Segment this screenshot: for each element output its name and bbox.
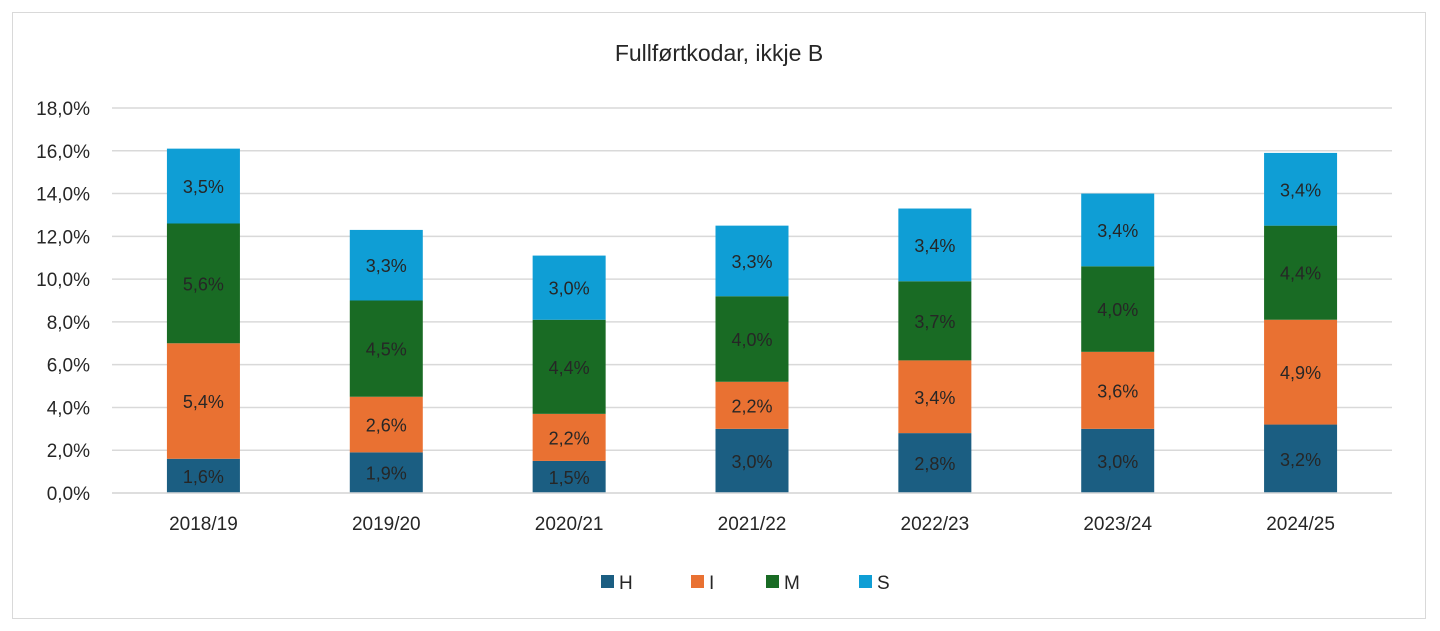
y-axis: 0,0% 2,0% 4,0% 6,0% 8,0% 10,0% 12,0% 14,0% 16,0%… [36,99,90,505]
data-label: 3,4% [914,388,955,408]
data-label: 3,0% [549,279,590,299]
y-tick-label: 16,0% [36,142,90,163]
y-tick-label: 0,0% [47,484,90,505]
legend-item-h: H [601,573,633,594]
data-label: 3,7% [914,312,955,332]
bar-segment-i [349,396,423,453]
data-label: 3,3% [731,252,772,272]
bar-segment-i [1081,351,1155,429]
bar-segment-i [1264,319,1338,425]
x-tick-label: 2018/19 [169,514,238,535]
x-axis: 2018/19 2019/20 2020/21 2021/22 2022/23 2023/… [112,492,1392,535]
x-tick-label: 2022/23 [901,514,970,535]
data-label: 3,3% [366,256,407,276]
y-tick-label: 12,0% [36,227,90,248]
legend-swatch [691,575,704,588]
data-label: 4,5% [366,340,407,360]
y-tick-label: 2,0% [47,441,90,462]
bar-segment-s [1264,152,1338,226]
legend-label: I [709,573,714,594]
legend-swatch [859,575,872,588]
bar-segment-i [715,381,789,429]
data-label: 4,4% [1280,264,1321,284]
bar-segment-i [166,343,240,459]
bar-segment-s [1081,193,1155,267]
bar-segment-s [898,208,972,282]
data-label: 3,5% [183,177,224,197]
bar-segment-s [349,229,423,301]
bar-segment-h [715,428,789,493]
y-tick-label: 4,0% [47,398,90,419]
bar-segment-m [166,223,240,344]
bar-segment-m [349,300,423,397]
x-tick-label: 2023/24 [1083,514,1152,535]
data-label: 2,2% [549,428,590,448]
bar-segment-i [532,413,606,461]
data-label: 3,4% [914,236,955,256]
bar-segment-s [166,148,240,224]
bar-segment-h [1264,424,1338,493]
bar-segment-m [898,281,972,361]
data-label: 4,9% [1280,363,1321,383]
bar-segment-m [1264,225,1338,320]
bar-segment-i [898,360,972,434]
data-label: 5,6% [183,274,224,294]
data-labels: 1,6% 5,4% 5,6% 3,5% 1,9% 2,6% 4,5% 3,3% 1,5% 2,2%… [183,177,1321,488]
legend-label: H [619,573,633,594]
legend-swatch [766,575,779,588]
bar-segment-m [532,319,606,414]
x-tick-label: 2024/25 [1266,514,1335,535]
data-label: 1,6% [183,467,224,487]
data-label: 1,5% [549,468,590,488]
data-label: 1,9% [366,464,407,484]
data-label: 2,8% [914,454,955,474]
data-label: 3,0% [1097,452,1138,472]
y-tick-label: 14,0% [36,185,90,206]
bar-segment-h [532,460,606,493]
data-label: 3,0% [731,452,772,472]
data-label: 3,6% [1097,381,1138,401]
y-tick-label: 10,0% [36,270,90,291]
data-label: 3,2% [1280,450,1321,470]
legend-label: S [877,573,890,594]
legend-item-s: S [859,573,890,594]
bar-segment-s [532,255,606,320]
x-tick-label: 2019/20 [352,514,421,535]
data-label: 5,4% [183,392,224,412]
x-tick-label: 2021/22 [718,514,787,535]
data-label: 3,4% [1097,221,1138,241]
bars [166,148,1338,493]
bar-segment-s [715,225,789,297]
bar-segment-h [1081,428,1155,493]
data-label: 4,0% [1097,300,1138,320]
data-label: 4,4% [549,358,590,378]
data-label: 3,4% [1280,180,1321,200]
y-tick-label: 8,0% [47,313,90,334]
y-tick-label: 18,0% [36,99,90,120]
x-tick-label: 2020/21 [535,514,604,535]
bar-segment-m [715,296,789,382]
y-tick-label: 6,0% [47,356,90,377]
bar-segment-h [166,458,240,493]
data-label: 2,2% [731,396,772,416]
bar-segment-h [898,433,972,493]
chart-title: Fullførtkodar, ikkje B [615,40,823,66]
legend-item-m: M [766,573,800,594]
legend-item-i: I [691,573,714,594]
data-label: 2,6% [366,416,407,436]
legend-swatch [601,575,614,588]
legend-label: M [784,573,800,594]
bar-segment-m [1081,266,1155,352]
bar-segment-h [349,452,423,493]
data-label: 4,0% [731,330,772,350]
